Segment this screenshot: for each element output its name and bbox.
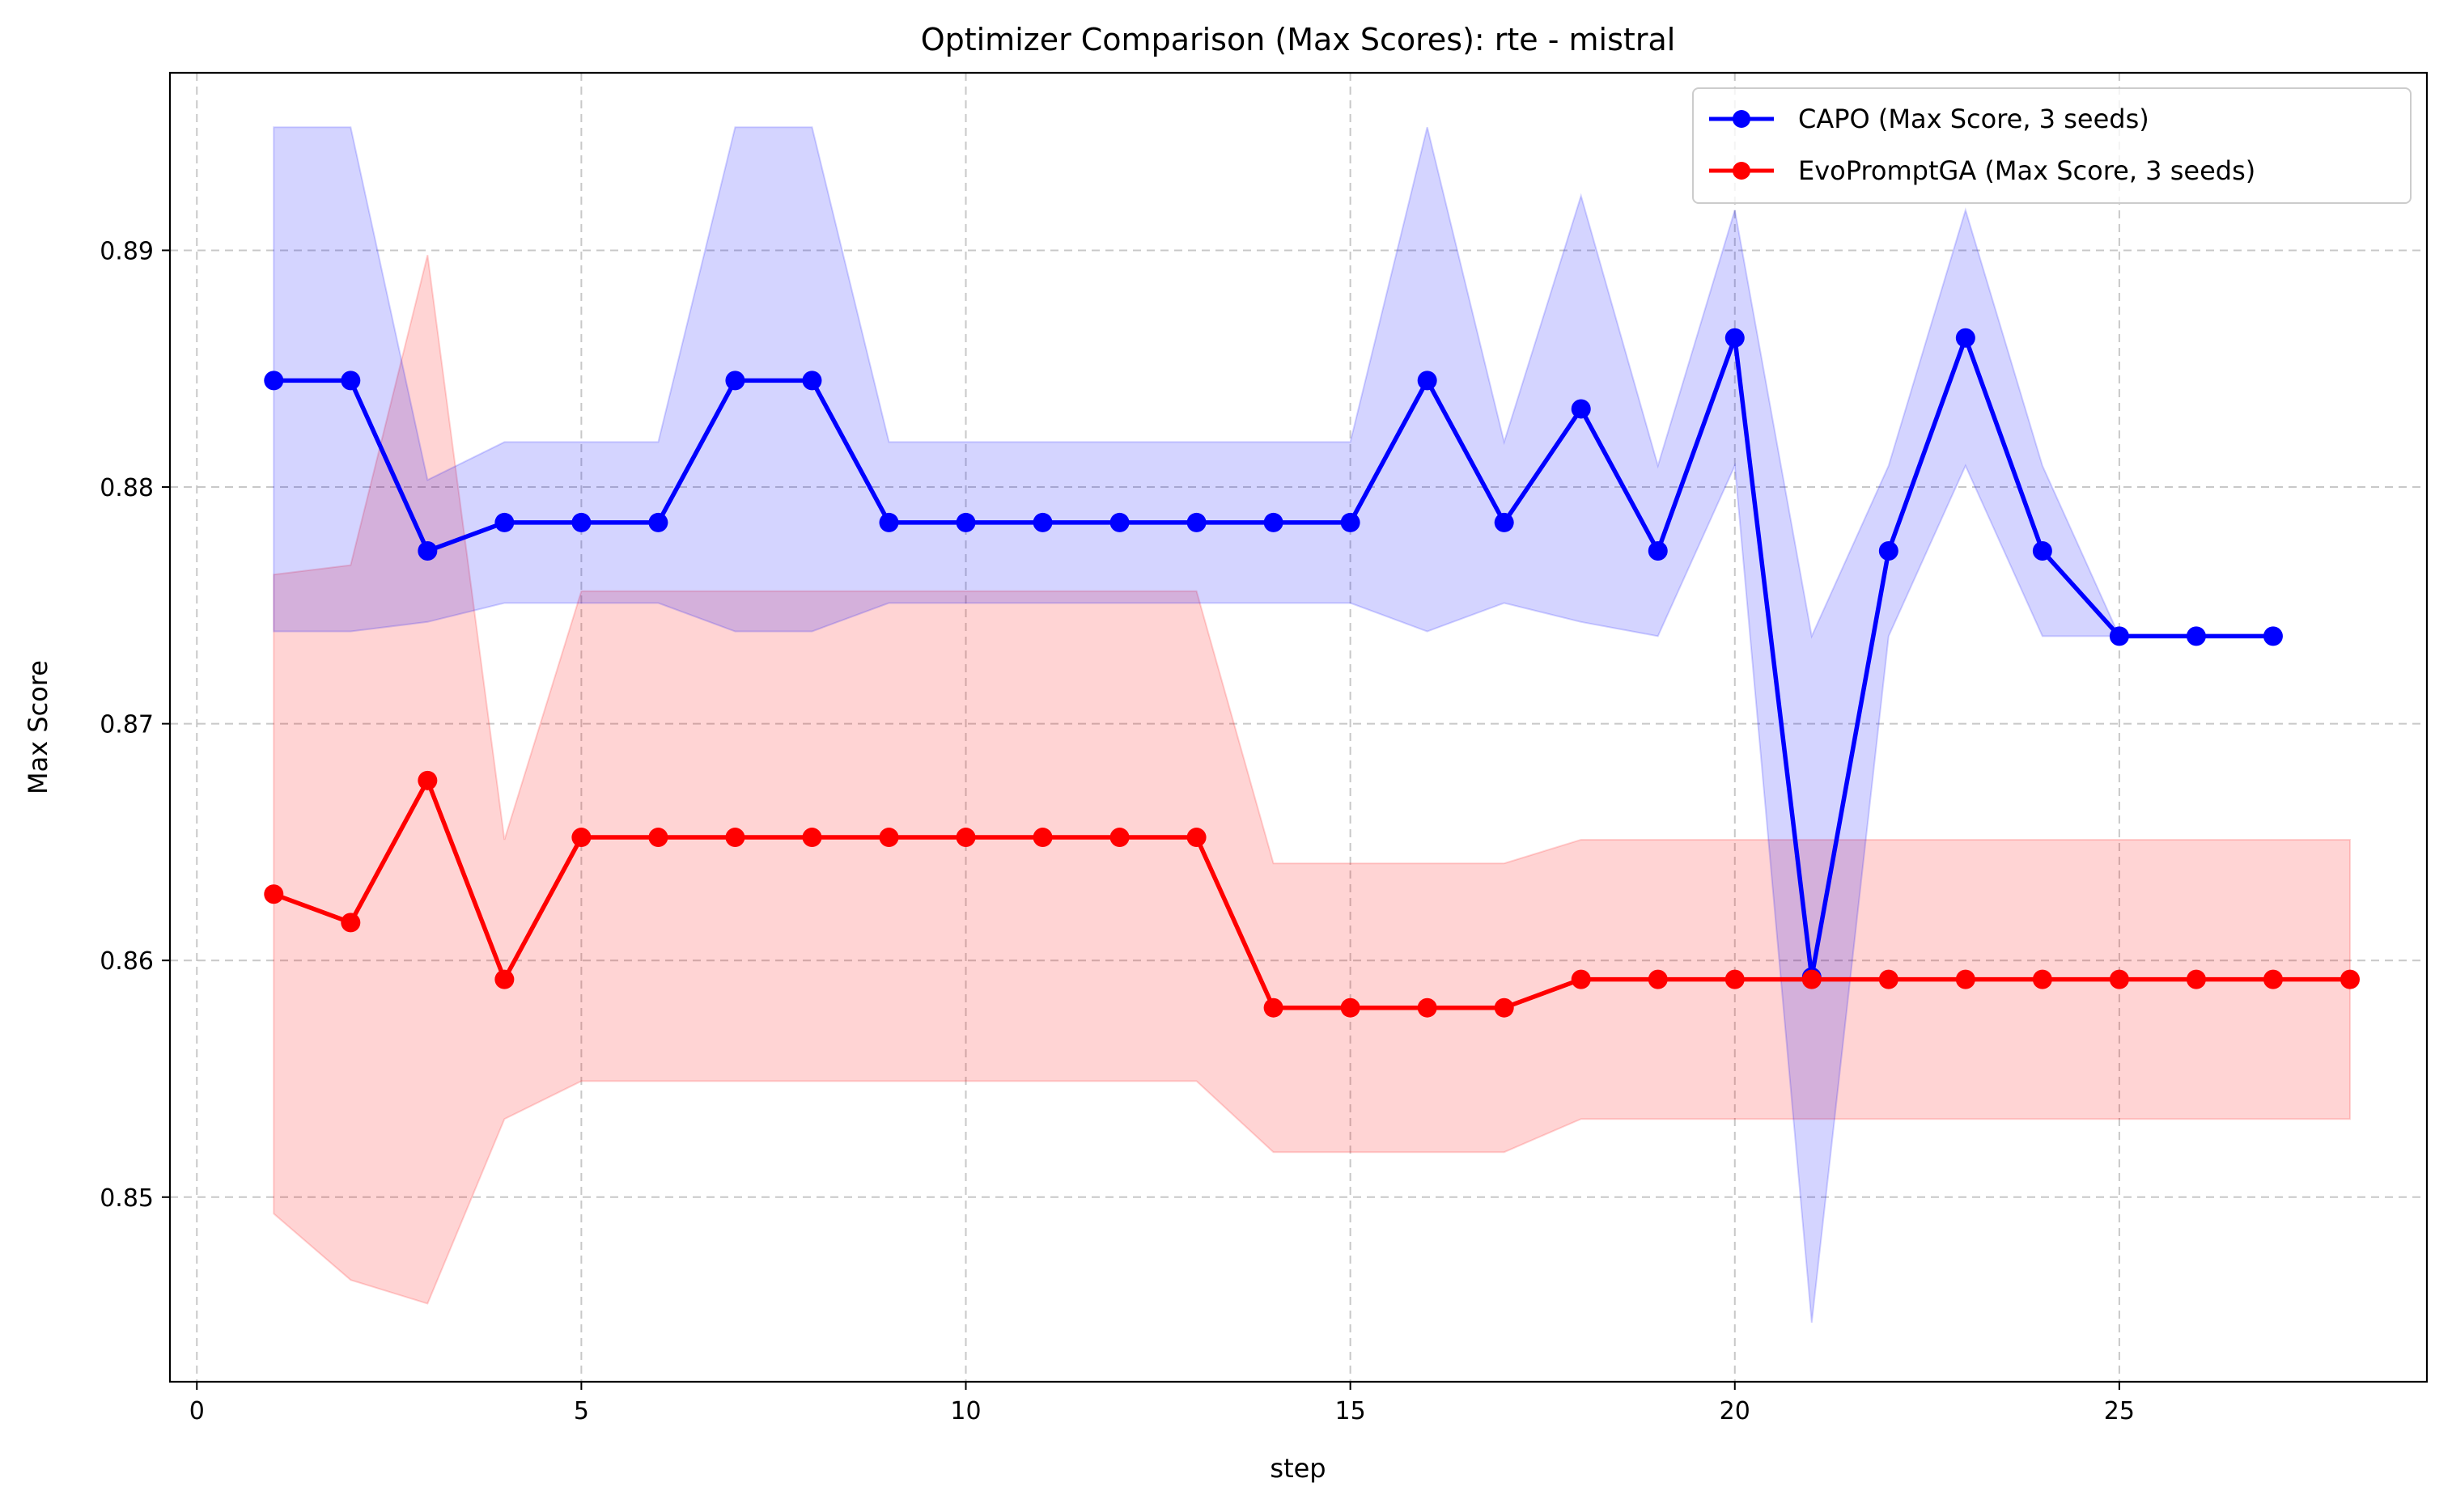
capo-data-point bbox=[1955, 328, 1975, 348]
capo-data-point bbox=[264, 371, 284, 391]
capo-data-point bbox=[725, 371, 745, 391]
legend-box bbox=[1692, 87, 2412, 204]
capo-data-point bbox=[571, 512, 592, 532]
evoprompt-data-point bbox=[802, 828, 822, 848]
capo-data-point bbox=[1571, 399, 1591, 419]
evoprompt-data-point bbox=[2340, 969, 2360, 989]
y-tick-label: 0.87 bbox=[100, 711, 154, 739]
capo-data-point bbox=[2032, 541, 2052, 561]
evoprompt-data-point bbox=[648, 828, 668, 848]
capo-data-point bbox=[956, 512, 976, 532]
capo-data-point bbox=[418, 541, 438, 561]
capo-data-point bbox=[879, 512, 899, 532]
y-tick-label: 0.88 bbox=[100, 474, 154, 502]
x-tick-label: 15 bbox=[1335, 1397, 1366, 1425]
y-tick-label: 0.85 bbox=[100, 1184, 154, 1213]
capo-data-point bbox=[494, 512, 515, 532]
x-tick-label: 5 bbox=[574, 1397, 589, 1425]
evoprompt-data-point bbox=[725, 828, 745, 848]
capo-data-point bbox=[1263, 512, 1283, 532]
capo-data-point bbox=[2186, 626, 2206, 646]
chart-title: Optimizer Comparison (Max Scores): rte -… bbox=[921, 22, 1676, 57]
y-axis-label: Max Score bbox=[23, 660, 53, 794]
evoprompt-data-point bbox=[2186, 969, 2206, 989]
evoprompt-data-point bbox=[956, 828, 976, 848]
x-tick-label: 25 bbox=[2104, 1397, 2135, 1425]
line-layer bbox=[264, 328, 2360, 1018]
evoprompt-data-point bbox=[494, 969, 515, 989]
legend-capo-marker bbox=[1733, 110, 1750, 128]
capo-data-point bbox=[1878, 541, 1898, 561]
y-tick-label: 0.89 bbox=[100, 237, 154, 265]
grid-layer bbox=[170, 73, 2427, 1382]
capo-data-point bbox=[1186, 512, 1207, 532]
evoprompt-data-point bbox=[2032, 969, 2052, 989]
legend-evoprompt-label: EvoPromptGA (Max Score, 3 seeds) bbox=[1798, 155, 2255, 186]
evoprompt-data-point bbox=[418, 770, 438, 790]
x-tick-label: 20 bbox=[1720, 1397, 1750, 1425]
evoprompt-data-point bbox=[1955, 969, 1975, 989]
capo-data-point bbox=[1340, 512, 1360, 532]
capo-data-point bbox=[2109, 626, 2129, 646]
legend[interactable]: CAPO (Max Score, 3 seeds) EvoPromptGA (M… bbox=[1692, 87, 2412, 204]
capo-data-point bbox=[2263, 626, 2283, 646]
evoprompt-data-point bbox=[571, 828, 592, 848]
evoprompt-data-point bbox=[1186, 828, 1207, 848]
evoprompt-data-point bbox=[1033, 828, 1053, 848]
evoprompt-data-point bbox=[1109, 828, 1130, 848]
capo-data-point bbox=[1724, 328, 1745, 348]
evoprompt-data-point bbox=[1494, 997, 1514, 1018]
y-tick-label: 0.86 bbox=[100, 947, 154, 976]
evoprompt-confidence-band bbox=[273, 255, 2351, 1305]
evoprompt-data-point bbox=[1263, 997, 1283, 1018]
capo-data-point bbox=[1033, 512, 1053, 532]
evoprompt-data-point bbox=[2109, 969, 2129, 989]
evoprompt-data-point bbox=[1571, 969, 1591, 989]
legend-evoprompt-marker bbox=[1733, 162, 1750, 180]
evoprompt-data-point bbox=[2263, 969, 2283, 989]
band-layer bbox=[273, 126, 2351, 1323]
plot-frame bbox=[168, 71, 2429, 1383]
evoprompt-data-point bbox=[341, 913, 361, 933]
evoprompt-data-point bbox=[1878, 969, 1898, 989]
capo-data-point bbox=[648, 512, 668, 532]
capo-data-point bbox=[1494, 512, 1514, 532]
capo-data-point bbox=[1417, 371, 1437, 391]
x-axis-label: step bbox=[1270, 1453, 1326, 1484]
x-tick-label: 0 bbox=[189, 1397, 205, 1425]
capo-data-point bbox=[1648, 541, 1668, 561]
capo-data-point bbox=[1109, 512, 1130, 532]
legend-capo-label: CAPO (Max Score, 3 seeds) bbox=[1798, 104, 2149, 134]
evoprompt-data-point bbox=[1648, 969, 1668, 989]
tick-layer: 0 5 10 15 20 25 0.85 0.86 0.87 0.88 0.89 bbox=[100, 237, 2135, 1425]
evoprompt-series-line bbox=[273, 778, 2350, 1010]
evoprompt-data-point bbox=[264, 884, 284, 904]
evoprompt-data-point bbox=[879, 828, 899, 848]
evoprompt-data-point bbox=[1724, 969, 1745, 989]
evoprompt-data-point bbox=[1801, 969, 1822, 989]
evoprompt-data-point bbox=[1417, 997, 1437, 1018]
x-tick-label: 10 bbox=[950, 1397, 981, 1425]
evoprompt-data-point bbox=[1340, 997, 1360, 1018]
capo-data-point bbox=[802, 371, 822, 391]
capo-data-point bbox=[341, 371, 361, 391]
